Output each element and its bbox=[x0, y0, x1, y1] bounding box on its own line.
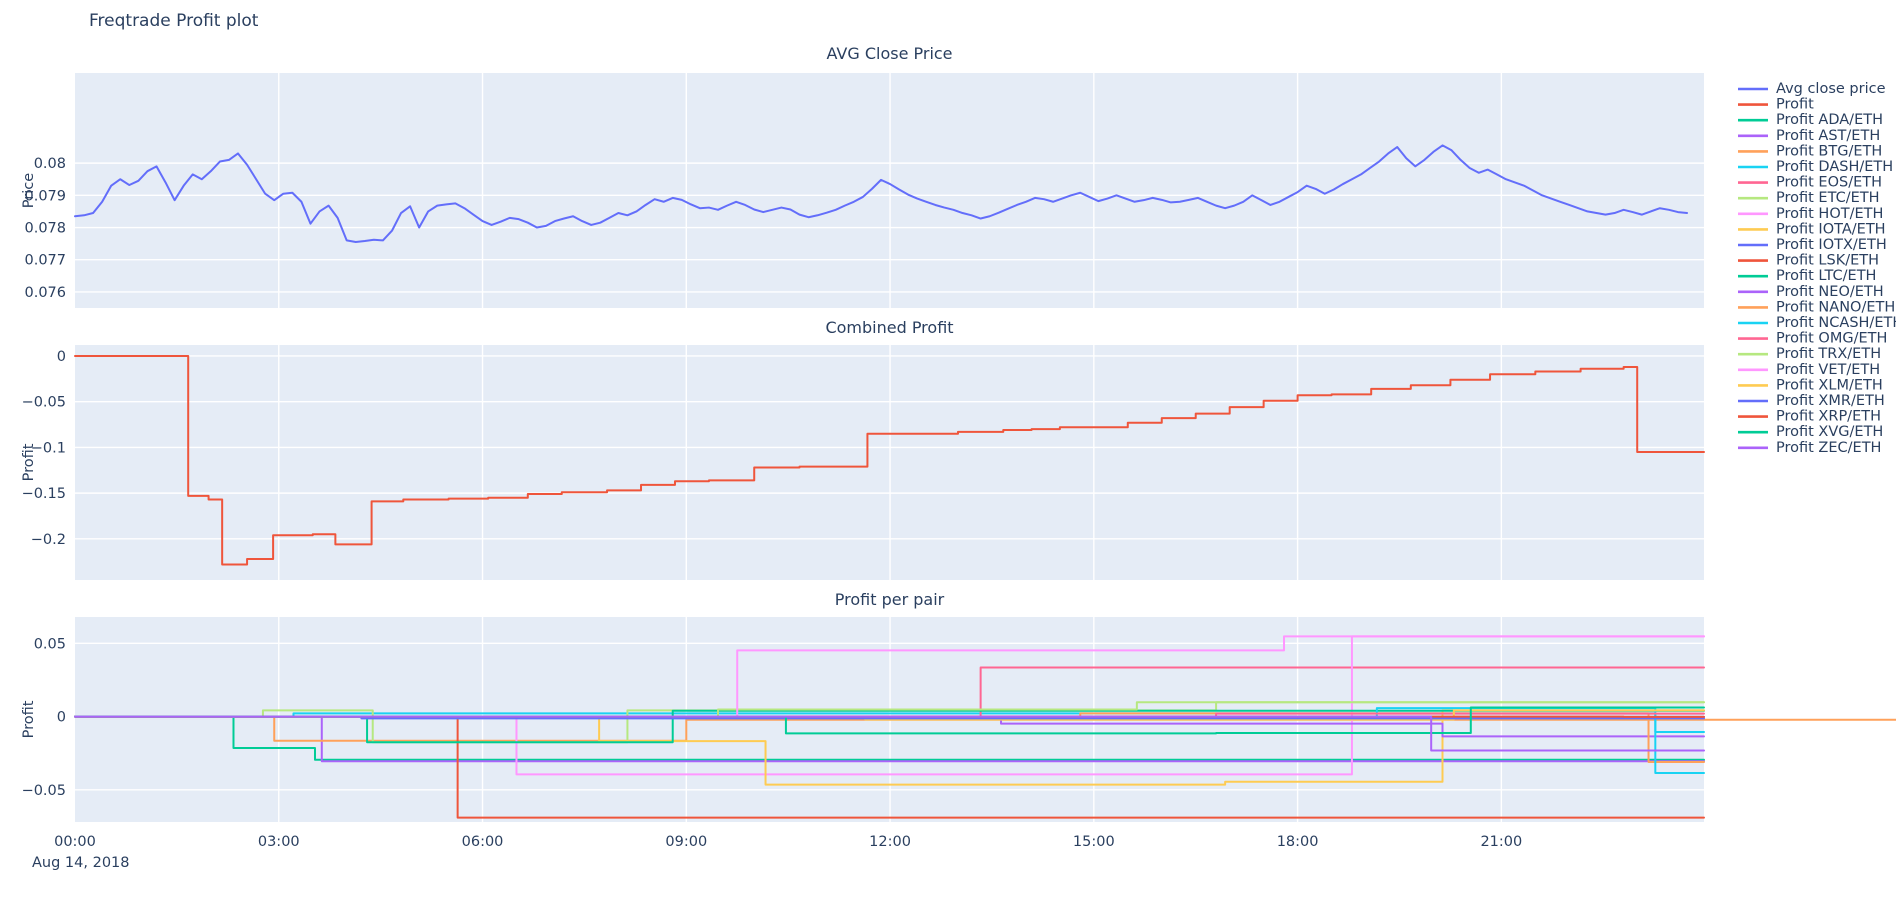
y-axis-tick-label: 0 bbox=[57, 710, 66, 726]
legend-item[interactable]: Avg close price bbox=[1738, 81, 1886, 97]
subplot-1: 0 −0.05 −0.1 −0.15 −0.2 Profit bbox=[21, 345, 1705, 580]
legend-item[interactable]: Profit XLM/ETH bbox=[1738, 377, 1883, 393]
y-axis-tick-label: 0.08 bbox=[34, 156, 66, 172]
y-axis-tick-label: −0.05 bbox=[22, 395, 66, 411]
x-axis-tick-label: 06:00 bbox=[462, 834, 504, 850]
legend-item-label: Profit LSK/ETH bbox=[1776, 253, 1879, 269]
legend-item[interactable]: Profit bbox=[1738, 97, 1814, 113]
trace-line bbox=[74, 354, 1705, 566]
legend-item-label: Avg close price bbox=[1776, 81, 1886, 97]
legend-item[interactable]: Profit LTC/ETH bbox=[1738, 268, 1876, 284]
y-axis-title: Profit bbox=[21, 443, 37, 481]
x-axis-date-label: Aug 14, 2018 bbox=[32, 855, 130, 871]
y-axis-tick-label: 0.077 bbox=[24, 253, 66, 269]
x-axis-tick-label: 00:00 bbox=[54, 834, 96, 850]
legend-item[interactable]: Profit ETC/ETH bbox=[1738, 190, 1880, 206]
legend-item[interactable]: Profit HOT/ETH bbox=[1738, 206, 1883, 222]
x-axis-tick-label: 12:00 bbox=[869, 834, 911, 850]
y-axis-tick-label: 0 bbox=[57, 349, 66, 365]
legend-item[interactable]: Profit AST/ETH bbox=[1738, 128, 1880, 144]
y-axis-tick-label: −0.05 bbox=[22, 783, 66, 799]
legend-item[interactable]: Profit TRX/ETH bbox=[1738, 346, 1881, 362]
subplot-title-profit-per-pair: Profit per pair bbox=[834, 590, 945, 609]
y-axis-tick-label: 0.079 bbox=[24, 188, 66, 204]
y-axis-title: Price bbox=[21, 173, 37, 208]
x-axis-tick-label: 15:00 bbox=[1073, 834, 1115, 850]
legend-item-label: Profit ZEC/ETH bbox=[1776, 440, 1881, 456]
legend-item[interactable]: Profit VET/ETH bbox=[1738, 362, 1880, 378]
legend-item-label: Profit HOT/ETH bbox=[1776, 206, 1883, 222]
legend-item-label: Profit BTG/ETH bbox=[1776, 143, 1882, 159]
legend-item[interactable]: Profit OMG/ETH bbox=[1738, 331, 1887, 347]
y-axis-tick-label: 0.05 bbox=[34, 636, 66, 652]
subplot-title-combined-profit: Combined Profit bbox=[825, 318, 954, 337]
legend-item-label: Profit NCASH/ETH bbox=[1776, 315, 1896, 331]
legend-item-label: Profit XRP/ETH bbox=[1776, 409, 1881, 425]
trace-line bbox=[74, 144, 1689, 244]
legend-item[interactable]: Profit NCASH/ETH bbox=[1738, 315, 1896, 331]
legend-item[interactable]: Profit BTG/ETH bbox=[1738, 143, 1882, 159]
legend-item[interactable]: Profit LSK/ETH bbox=[1738, 253, 1879, 269]
legend-item[interactable]: Profit XMR/ETH bbox=[1738, 393, 1885, 409]
legend-item[interactable]: Profit IOTX/ETH bbox=[1738, 237, 1887, 253]
legend-item[interactable]: Profit NANO/ETH bbox=[1738, 299, 1895, 315]
legend-item-label: Profit IOTA/ETH bbox=[1776, 221, 1886, 237]
x-axis-tick-label: 09:00 bbox=[665, 834, 707, 850]
trace-line bbox=[74, 709, 1705, 786]
legend-item[interactable]: Profit EOS/ETH bbox=[1738, 175, 1882, 191]
legend-item[interactable]: Profit IOTA/ETH bbox=[1738, 221, 1886, 237]
y-axis-title: Profit bbox=[21, 700, 37, 738]
legend-item-label: Profit ETC/ETH bbox=[1776, 190, 1880, 206]
legend-item-label: Profit NEO/ETH bbox=[1776, 284, 1884, 300]
legend-item-label: Profit NANO/ETH bbox=[1776, 299, 1895, 315]
legend-item-label: Profit ADA/ETH bbox=[1776, 112, 1883, 128]
y-axis-tick-label: −0.2 bbox=[31, 532, 66, 548]
legend-item[interactable]: Profit ZEC/ETH bbox=[1738, 440, 1881, 456]
legend-item[interactable]: Profit ADA/ETH bbox=[1738, 112, 1883, 128]
page-title: Freqtrade Profit plot bbox=[89, 11, 259, 31]
legend-item-label: Profit VET/ETH bbox=[1776, 362, 1880, 378]
legend-item-label: Profit OMG/ETH bbox=[1776, 331, 1887, 347]
legend-item-label: Profit TRX/ETH bbox=[1776, 346, 1881, 362]
subplot-title-avg-close-price: AVG Close Price bbox=[826, 44, 953, 63]
legend-item-label: Profit AST/ETH bbox=[1776, 128, 1880, 144]
y-axis-tick-label: 0.078 bbox=[24, 221, 66, 237]
legend-item-label: Profit XVG/ETH bbox=[1776, 424, 1883, 440]
legend-item-label: Profit EOS/ETH bbox=[1776, 175, 1882, 191]
legend-item-label: Profit IOTX/ETH bbox=[1776, 237, 1887, 253]
y-axis-tick-label: −0.15 bbox=[22, 486, 66, 502]
legend-item[interactable]: Profit DASH/ETH bbox=[1738, 159, 1893, 175]
y-axis-tick-label: 0.076 bbox=[24, 285, 66, 301]
x-axis-tick-label: 21:00 bbox=[1480, 834, 1522, 850]
legend-item-label: Profit LTC/ETH bbox=[1776, 268, 1876, 284]
legend-item[interactable]: Profit XVG/ETH bbox=[1738, 424, 1883, 440]
x-axis-tick-label: 03:00 bbox=[258, 834, 300, 850]
legend-item[interactable]: Profit XRP/ETH bbox=[1738, 409, 1881, 425]
x-axis-tick-label: 18:00 bbox=[1277, 834, 1319, 850]
legend-item-label: Profit bbox=[1776, 97, 1814, 113]
trace-line bbox=[74, 715, 1705, 752]
subplot-2: 0.05 0 −0.05 Profit bbox=[21, 617, 1896, 822]
legend-item-label: Profit XLM/ETH bbox=[1776, 377, 1883, 393]
y-axis-tick-label: −0.1 bbox=[31, 440, 66, 456]
legend-item-label: Profit XMR/ETH bbox=[1776, 393, 1885, 409]
legend-item-label: Profit DASH/ETH bbox=[1776, 159, 1893, 175]
legend-item[interactable]: Profit NEO/ETH bbox=[1738, 284, 1884, 300]
